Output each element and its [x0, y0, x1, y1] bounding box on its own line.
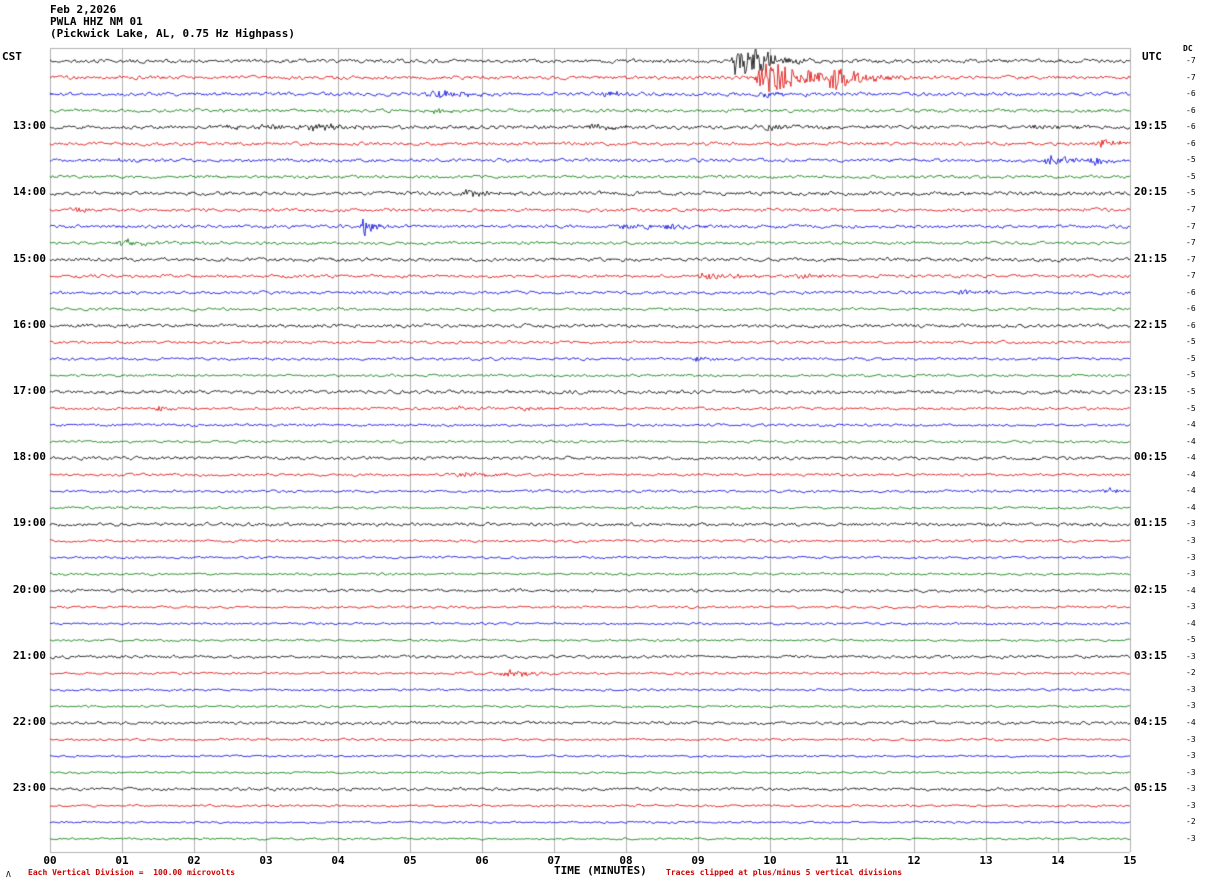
dc-offset-value: -5: [1186, 635, 1196, 645]
left-time-label: 14:00: [12, 185, 46, 199]
dc-offset-value: -3: [1186, 734, 1196, 744]
dc-offset-value: -3: [1186, 701, 1196, 711]
dc-offset-value: -7: [1186, 204, 1196, 214]
right-time-label: 21:15: [1134, 251, 1168, 265]
dc-offset-value: -7: [1186, 238, 1196, 248]
dc-offset-value: -2: [1186, 817, 1196, 827]
dc-offset-value: -6: [1186, 89, 1196, 99]
dc-offset-value: -5: [1186, 387, 1196, 396]
dc-offset-value: -3: [1186, 535, 1196, 545]
x-axis-tick-label: 14: [1051, 854, 1065, 867]
dc-offset-value: -4: [1186, 502, 1196, 512]
right-time-label: 00:15: [1134, 450, 1168, 464]
left-time-label: 16:00: [12, 317, 46, 331]
dc-offset-value: -3: [1186, 569, 1196, 579]
x-axis-tick-label: 08: [619, 854, 633, 867]
dc-offset-value: -3: [1186, 552, 1196, 562]
dc-offset-value: -4: [1186, 436, 1196, 446]
dc-offset-value: -7: [1186, 56, 1196, 65]
dc-offset-value: -4: [1186, 585, 1196, 595]
dc-offset-value: -4: [1186, 718, 1196, 727]
x-axis-tick-label: 02: [187, 854, 201, 867]
x-axis-tick-label: 01: [115, 854, 129, 867]
left-time-label: 17:00: [12, 384, 46, 397]
x-axis-tick-label: 13: [979, 854, 993, 867]
dc-offset-value: -3: [1186, 751, 1196, 761]
dc-offset-value: -5: [1186, 353, 1196, 363]
station-label: PWLA HHZ NM 01: [50, 15, 143, 28]
dc-offset-value: -5: [1186, 188, 1196, 198]
left-time-label: 18:00: [12, 450, 46, 464]
right-time-label: 02:15: [1134, 582, 1168, 596]
x-axis-tick-label: 00: [43, 854, 57, 867]
dc-offset-value: -3: [1186, 784, 1196, 794]
right-time-label: 01:15: [1134, 516, 1168, 530]
x-axis-tick-label: 12: [907, 854, 921, 867]
date-label: Feb 2,2026: [50, 3, 117, 16]
right-time-label: 04:15: [1134, 715, 1168, 728]
dc-offset-value: -2: [1186, 668, 1196, 678]
dc-offset-value: -7: [1186, 271, 1196, 281]
clip-note: Traces clipped at plus/minus 5 vertical …: [666, 868, 903, 877]
dc-offset-value: -3: [1186, 800, 1196, 810]
dc-offset-value: -7: [1186, 221, 1196, 231]
dc-offset-column-label: DC: [1183, 44, 1193, 53]
dc-offset-value: -6: [1186, 122, 1196, 132]
x-axis-tick-label: 05: [403, 854, 417, 867]
right-time-label: 20:15: [1134, 185, 1168, 199]
dc-offset-value: -7: [1186, 254, 1196, 264]
right-time-label: 05:15: [1134, 781, 1168, 795]
scale-note: Each Vertical Division = 100.00 microvol…: [28, 868, 236, 877]
right-time-label: 19:15: [1134, 119, 1168, 133]
dc-offset-value: -5: [1186, 370, 1196, 380]
x-axis-tick-label: 07: [547, 854, 561, 867]
dc-offset-value: -6: [1186, 287, 1196, 297]
left-time-label: 23:00: [12, 781, 46, 795]
left-time-label: 15:00: [12, 251, 46, 265]
dc-offset-value: -6: [1186, 304, 1196, 314]
dc-offset-value: -4: [1186, 420, 1196, 430]
x-axis-tick-label: 04: [331, 854, 345, 867]
dc-offset-value: -5: [1186, 155, 1196, 165]
dc-offset-value: -4: [1186, 453, 1196, 463]
dc-offset-value: -7: [1186, 72, 1196, 82]
left-timezone-label: CST: [2, 50, 22, 63]
left-time-label: 21:00: [12, 648, 46, 662]
dc-offset-value: -3: [1186, 684, 1196, 694]
dc-offset-value: -3: [1186, 519, 1196, 529]
dc-offset-value: -3: [1186, 651, 1196, 661]
dc-offset-value: -6: [1186, 320, 1196, 330]
right-time-label: 03:15: [1134, 648, 1168, 662]
dc-offset-value: -5: [1186, 171, 1196, 181]
x-axis-tick-label: 09: [691, 854, 705, 867]
dc-offset-value: -4: [1186, 469, 1196, 479]
x-axis-tick-label: 06: [475, 854, 489, 867]
station-description: (Pickwick Lake, AL, 0.75 Hz Highpass): [50, 27, 296, 40]
left-time-label: 13:00: [12, 119, 46, 133]
left-time-label: 22:00: [12, 715, 46, 728]
dc-offset-value: -3: [1186, 767, 1196, 777]
dc-offset-value: -4: [1186, 486, 1196, 496]
dc-offset-value: -6: [1186, 105, 1196, 115]
dc-offset-value: -5: [1186, 403, 1196, 413]
right-timezone-label: UTC: [1142, 50, 1162, 63]
right-time-label: 22:15: [1134, 317, 1168, 331]
x-axis-tick-label: 11: [835, 854, 849, 867]
x-axis-tick-label: 15: [1123, 854, 1137, 867]
x-axis-tick-label: 03: [259, 854, 273, 867]
dc-offset-value: -6: [1186, 138, 1196, 148]
left-time-label: 19:00: [12, 516, 46, 530]
dc-offset-value: -5: [1186, 337, 1196, 347]
x-axis-title: TIME (MINUTES): [554, 864, 647, 877]
logo-mark: Λ: [6, 870, 11, 879]
left-time-label: 20:00: [12, 582, 46, 596]
dc-offset-value: -4: [1186, 618, 1196, 628]
dc-offset-value: -3: [1186, 602, 1196, 612]
right-time-label: 23:15: [1134, 384, 1168, 397]
dc-offset-value: -3: [1186, 833, 1196, 843]
x-axis-tick-label: 10: [763, 854, 777, 867]
